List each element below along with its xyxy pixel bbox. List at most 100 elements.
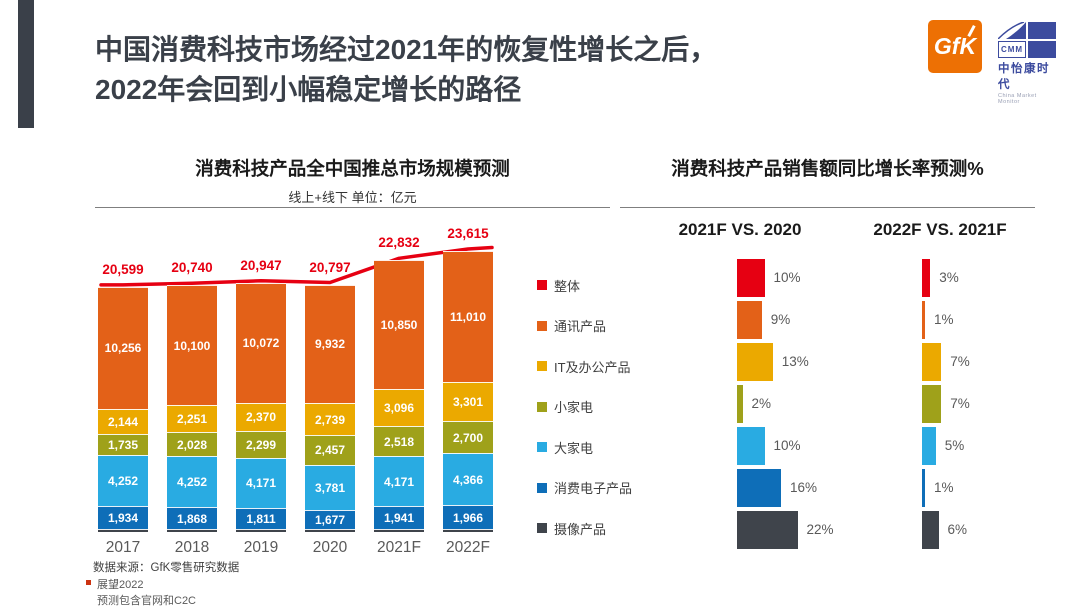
left-chart-title: 消费科技产品全中国推总市场规模预测 bbox=[195, 158, 510, 179]
bar-segment: 1,934 bbox=[98, 505, 148, 529]
growth-row: 1% bbox=[922, 301, 1080, 339]
bar-segment bbox=[305, 529, 355, 532]
growth-bar-value: 16% bbox=[790, 480, 818, 495]
bar-segment: 2,700 bbox=[443, 421, 493, 454]
bullet-marker-icon bbox=[86, 580, 91, 585]
growth-bar bbox=[737, 301, 762, 339]
growth-bar-value: 10% bbox=[773, 438, 801, 453]
legend-label: IT及办公产品 bbox=[554, 359, 631, 375]
bar-segment: 4,366 bbox=[443, 453, 493, 506]
bar-segment: 10,100 bbox=[167, 285, 217, 406]
growth-bar bbox=[922, 301, 925, 339]
cmm-abbr-box: CMM bbox=[998, 41, 1026, 58]
growth-bar bbox=[737, 385, 743, 423]
gfk-logo-text: GfK bbox=[933, 33, 977, 59]
legend-label: 小家电 bbox=[554, 400, 594, 415]
growth-bar bbox=[922, 469, 925, 507]
legend-swatch bbox=[537, 482, 547, 493]
title-accent-bar bbox=[18, 0, 34, 128]
total-value-label: 20,797 bbox=[309, 259, 351, 275]
gfk-logo: GfK bbox=[928, 20, 982, 73]
growth-bar bbox=[737, 469, 781, 507]
chart-legend: 整体 通讯产品 IT及办公产品 小家电 大家电 消费电子产品 摄像产品 bbox=[537, 277, 667, 557]
bar-segment: 4,252 bbox=[167, 456, 217, 507]
growth-bar bbox=[922, 343, 942, 381]
cmm-square bbox=[1028, 22, 1056, 39]
total-value-label: 22,832 bbox=[378, 235, 420, 251]
bar-segment: 3,096 bbox=[374, 389, 424, 427]
legend-item: IT及办公产品 bbox=[537, 358, 631, 375]
x-axis-label: 2022F bbox=[446, 539, 490, 556]
legend-swatch bbox=[537, 401, 547, 412]
growth-row: 2% bbox=[737, 385, 927, 423]
total-value-label: 20,947 bbox=[240, 257, 282, 273]
bar-segment: 1,868 bbox=[167, 506, 217, 530]
bar-segment: 2,370 bbox=[236, 402, 286, 431]
bar-segment: 10,256 bbox=[98, 286, 148, 409]
left-chart-subtitle: 线上+线下 单位：亿元 bbox=[288, 190, 417, 205]
bar-segment: 9,932 bbox=[305, 284, 355, 403]
growth-bar bbox=[922, 385, 942, 423]
bar-segment: 1,677 bbox=[305, 509, 355, 530]
growth-bar-value: 1% bbox=[934, 312, 954, 327]
legend-swatch bbox=[537, 361, 547, 371]
x-axis-label: 2018 bbox=[174, 539, 210, 556]
cmm-logo: CMM 中怡康时代 China Market Monitor bbox=[998, 22, 1060, 105]
bar-segment: 3,781 bbox=[305, 464, 355, 510]
growth-bar bbox=[737, 259, 765, 297]
left-chart-header: 消费科技产品全中国推总市场规模预测 线上+线下 单位：亿元 bbox=[95, 155, 610, 206]
bar-segment: 2,251 bbox=[167, 405, 217, 433]
bar-segment bbox=[98, 528, 148, 532]
legend-item: 通讯产品 bbox=[537, 318, 606, 334]
bar-segment: 1,811 bbox=[236, 507, 286, 530]
growth-bar-value: 10% bbox=[773, 270, 801, 285]
growth-col1-header: 2021F VS. 2020 bbox=[678, 220, 802, 239]
growth-bar-value: 2% bbox=[751, 396, 772, 411]
legend-item: 摄像产品 bbox=[537, 520, 606, 537]
bar-segment: 2,028 bbox=[167, 432, 217, 457]
bar-segment bbox=[167, 529, 217, 532]
growth-bar-value: 6% bbox=[947, 522, 968, 537]
left-title-rule bbox=[95, 207, 610, 208]
growth-bar-value: 22% bbox=[806, 522, 834, 537]
legend-label: 消费电子产品 bbox=[554, 481, 633, 496]
growth-bar-value: 9% bbox=[770, 312, 791, 327]
growth-bar bbox=[922, 427, 936, 465]
growth-row: 5% bbox=[922, 427, 1080, 465]
bar-segment: 1,941 bbox=[374, 505, 424, 529]
bar-segment: 2,299 bbox=[236, 430, 286, 459]
bar-segment bbox=[236, 529, 286, 532]
footer-note-1: 展望2022 bbox=[86, 576, 143, 592]
bar-segment: 1,966 bbox=[443, 505, 493, 529]
page-title-line2: 2022年会回到小幅稳定增长的路径 bbox=[95, 74, 522, 105]
growth-row: 9% bbox=[737, 301, 927, 339]
legend-item: 整体 bbox=[537, 277, 581, 294]
right-title-rule bbox=[620, 207, 1035, 208]
bar-segment: 2,457 bbox=[305, 435, 355, 465]
bar-segment: 1,735 bbox=[98, 434, 148, 456]
legend-swatch bbox=[537, 442, 547, 452]
growth-bar-value: 13% bbox=[781, 354, 809, 369]
cmm-swoosh-icon bbox=[998, 22, 1026, 39]
total-value-label: 20,740 bbox=[171, 260, 213, 276]
footer-note-2: 预测包含官网和C2C bbox=[97, 595, 197, 607]
growth-row: 7% bbox=[922, 343, 1080, 381]
growth-row: 7% bbox=[922, 385, 1080, 423]
growth-bar bbox=[737, 511, 798, 549]
legend-item: 小家电 bbox=[537, 399, 593, 415]
legend-swatch bbox=[537, 280, 547, 290]
legend-label: 整体 bbox=[554, 278, 581, 294]
growth-bar-value: 7% bbox=[950, 396, 970, 411]
bar-segment: 4,252 bbox=[98, 455, 148, 506]
total-value-label: 23,615 bbox=[447, 225, 489, 241]
growth-bar bbox=[737, 427, 765, 465]
growth-bar-value: 1% bbox=[934, 480, 954, 495]
cmm-logo-subtext: China Market Monitor bbox=[998, 93, 1037, 105]
growth-row: 6% bbox=[922, 511, 1080, 549]
bar-segment: 11,010 bbox=[443, 250, 493, 382]
cmm-logo-name: 中怡康时代 bbox=[998, 63, 1050, 91]
bar-segment: 10,072 bbox=[236, 282, 286, 403]
cmm-square bbox=[1028, 41, 1056, 58]
bar-segment bbox=[374, 528, 424, 532]
